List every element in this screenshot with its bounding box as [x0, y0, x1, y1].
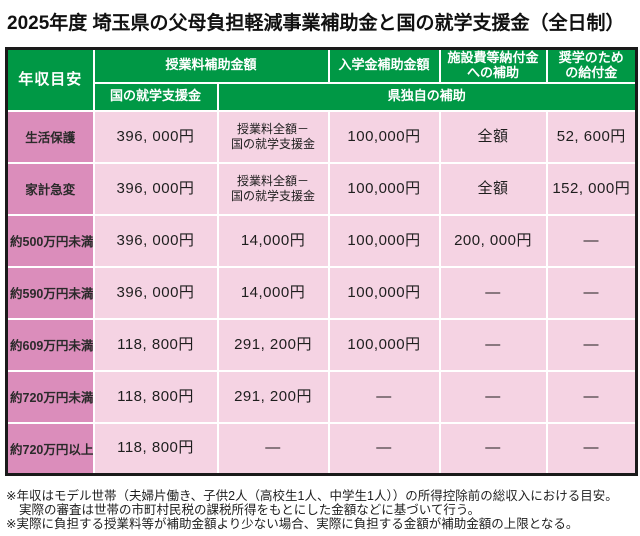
header-admission-subsidy: 入学金補助金額 — [327, 47, 441, 84]
facility-subsidy-value: — — [438, 369, 548, 424]
header-row-2: 国の就学支援金 県独自の補助 — [7, 81, 638, 112]
header-scholarship-grant: 奨学のため の給付金 — [545, 47, 638, 84]
admission-subsidy-value: 100,000円 — [327, 213, 441, 268]
scholarship-grant-value: — — [545, 317, 638, 372]
national-support-value: 396, 000円 — [92, 109, 219, 164]
header-row-1: 年収目安 授業料補助金額 入学金補助金額 施設費等納付金 への補助 奨学のため … — [5, 47, 638, 112]
page-title: 2025年度 埼玉県の父母負担軽減事業補助金と国の就学支援金（全日制） — [7, 13, 625, 34]
row-label: 約590万円未満 — [5, 265, 95, 320]
national-support-value: 396, 000円 — [92, 213, 219, 268]
row-label: 約720万円以上 — [5, 421, 95, 476]
scholarship-grant-value: 152, 000円 — [545, 161, 638, 216]
header-facility-subsidy: 施設費等納付金 への補助 — [438, 47, 548, 84]
prefectural-support-value: — — [216, 421, 330, 476]
admission-subsidy-value: 100,000円 — [327, 109, 441, 164]
header-prefectural-support: 県独自の補助 — [216, 81, 638, 112]
table-row: 約720万円未満 118, 800円 291, 200円 — — — — [5, 369, 638, 424]
header-tuition-subsidy: 授業料補助金額 — [92, 47, 330, 84]
row-label: 家計急変 — [5, 161, 95, 216]
admission-subsidy-value: — — [327, 369, 441, 424]
national-support-value: 118, 800円 — [92, 421, 219, 476]
prefectural-support-value: 14,000円 — [216, 265, 330, 320]
facility-subsidy-value: — — [438, 317, 548, 372]
admission-subsidy-value: 100,000円 — [327, 317, 441, 372]
prefectural-support-value: 授業料全額－ 国の就学支援金 — [216, 161, 330, 216]
footnotes: ※年収はモデル世帯（夫婦片働き、子供2人（高校生1人、中学生1人））の所得控除前… — [6, 489, 640, 531]
table-row: 生活保護 396, 000円 授業料全額－ 国の就学支援金 100,000円 全… — [5, 109, 638, 164]
footnote-line: 実際の審査は世帯の市町村民税の課税所得をもとにした金額などに基づいて行う。 — [19, 503, 481, 517]
row-label: 約609万円未満 — [5, 317, 95, 372]
header-national-support: 国の就学支援金 — [92, 81, 219, 112]
admission-subsidy-value: — — [327, 421, 441, 476]
table-row: 約500万円未満 396, 000円 14,000円 100,000円 200,… — [5, 213, 638, 268]
subsidy-table: 年収目安 授業料補助金額 入学金補助金額 施設費等納付金 への補助 奨学のため … — [5, 47, 639, 476]
header-income-estimate: 年収目安 — [5, 47, 95, 112]
national-support-value: 396, 000円 — [92, 265, 219, 320]
scholarship-grant-value: — — [545, 421, 638, 476]
scholarship-grant-value: — — [545, 265, 638, 320]
row-label: 生活保護 — [5, 109, 95, 164]
prefectural-support-value: 授業料全額－ 国の就学支援金 — [216, 109, 330, 164]
facility-subsidy-value: 全額 — [438, 161, 548, 216]
scholarship-grant-value: — — [545, 213, 638, 268]
admission-subsidy-value: 100,000円 — [327, 161, 441, 216]
facility-subsidy-value: — — [438, 265, 548, 320]
facility-subsidy-value: 200, 000円 — [438, 213, 548, 268]
table-row: 約720万円以上 118, 800円 — — — — — [5, 421, 638, 476]
row-label: 約720万円未満 — [5, 369, 95, 424]
row-label: 約500万円未満 — [5, 213, 95, 268]
facility-subsidy-value: 全額 — [438, 109, 548, 164]
scholarship-grant-value: 52, 600円 — [545, 109, 638, 164]
national-support-value: 118, 800円 — [92, 369, 219, 424]
scholarship-grant-value: — — [545, 369, 638, 424]
admission-subsidy-value: 100,000円 — [327, 265, 441, 320]
table-row: 約590万円未満 396, 000円 14,000円 100,000円 — — — [5, 265, 638, 320]
table-row: 約609万円未満 118, 800円 291, 200円 100,000円 — … — [5, 317, 638, 372]
national-support-value: 118, 800円 — [92, 317, 219, 372]
facility-subsidy-value: — — [438, 421, 548, 476]
prefectural-support-value: 291, 200円 — [216, 369, 330, 424]
table-row: 家計急変 396, 000円 授業料全額－ 国の就学支援金 100,000円 全… — [5, 161, 638, 216]
footnote-line: ※年収はモデル世帯（夫婦片働き、子供2人（高校生1人、中学生1人））の所得控除前… — [6, 489, 618, 503]
national-support-value: 396, 000円 — [92, 161, 219, 216]
footnote-line: ※実際に負担する授業料等が補助金額より少ない場合、実際に負担する金額が補助金額の… — [6, 517, 579, 531]
prefectural-support-value: 14,000円 — [216, 213, 330, 268]
prefectural-support-value: 291, 200円 — [216, 317, 330, 372]
